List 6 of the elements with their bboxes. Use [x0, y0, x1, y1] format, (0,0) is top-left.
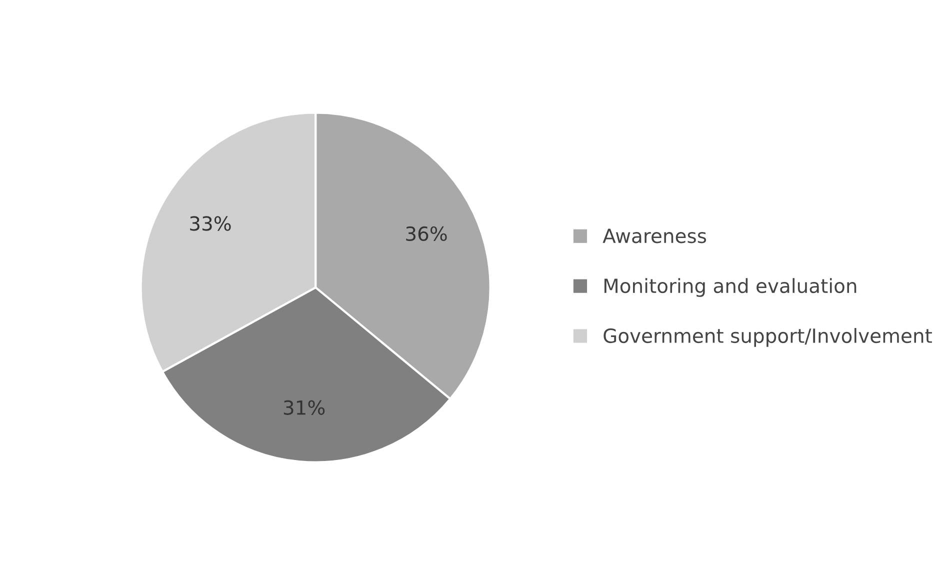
data-label: 36%: [406, 226, 447, 242]
legend-label: Monitoring and evaluation: [604, 278, 856, 297]
legend-label: Awareness: [602, 228, 706, 244]
data-label: 33%: [190, 216, 231, 231]
data-label: 31%: [284, 400, 325, 415]
legend-label: Government support/Involvement: [604, 328, 932, 347]
